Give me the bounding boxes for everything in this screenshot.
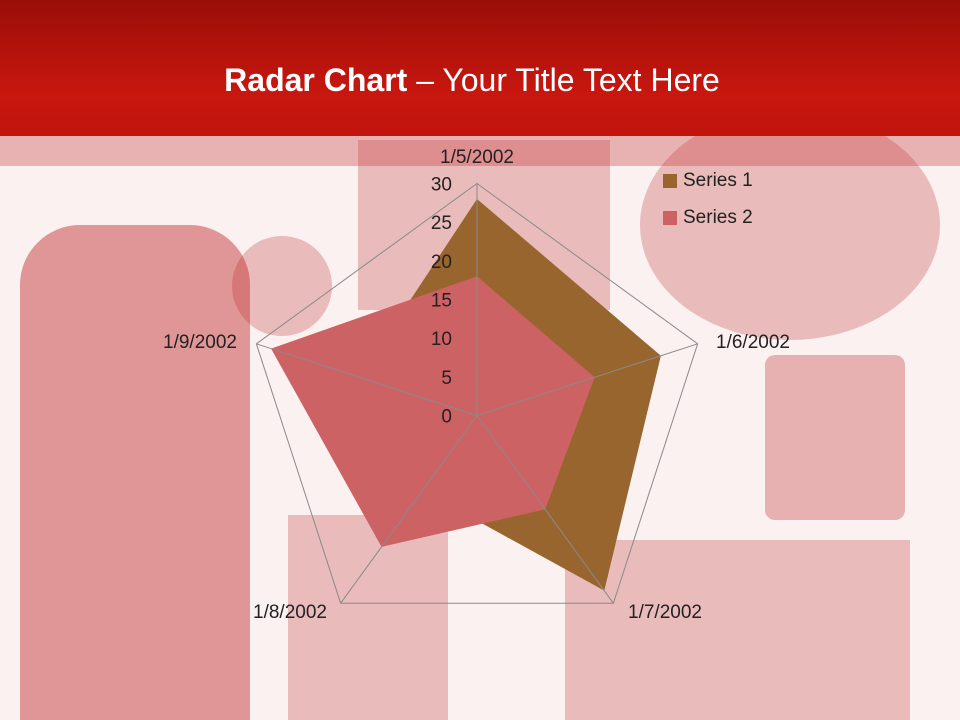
category-label: 1/9/2002 — [163, 332, 237, 353]
background-can-image — [765, 355, 905, 520]
legend-swatch — [663, 173, 677, 188]
spoke — [476, 415, 614, 604]
spoke — [340, 415, 478, 604]
tick-label: 5 — [441, 368, 452, 389]
spoke — [476, 343, 698, 416]
legend-label: Series 2 — [683, 206, 753, 228]
category-label: 1/6/2002 — [716, 332, 790, 353]
tick-label: 15 — [431, 291, 452, 312]
grid-ring — [255, 182, 699, 604]
legend-label: Series 1 — [683, 169, 753, 191]
tick-label: 10 — [431, 329, 452, 350]
background-bucket-image — [565, 540, 910, 720]
legend-item-series-1: Series 1 — [663, 162, 753, 199]
tick-label: 25 — [431, 213, 452, 234]
background-jar-image — [232, 236, 332, 336]
category-label: 1/8/2002 — [253, 602, 327, 623]
legend-item-series-2: Series 2 — [663, 199, 753, 236]
tick-label: 20 — [431, 252, 452, 273]
legend: Series 1 Series 2 — [663, 162, 753, 236]
title-bold: Radar Chart — [224, 62, 408, 98]
slide-title: Radar Chart – Your Title Text Here — [0, 62, 944, 99]
title-bar — [0, 0, 960, 136]
background-box-image — [288, 515, 448, 720]
title-band — [0, 136, 960, 166]
series-2-area — [271, 276, 595, 547]
title-rest: – Your Title Text Here — [407, 62, 720, 98]
category-label: 1/7/2002 — [628, 602, 702, 623]
tick-label: 30 — [431, 175, 452, 196]
background-bottle-image — [20, 225, 250, 720]
legend-swatch — [663, 210, 677, 225]
category-label: 1/5/2002 — [440, 147, 514, 168]
tick-label: 0 — [441, 407, 452, 428]
spoke — [256, 343, 478, 416]
background-tomato-image — [640, 110, 940, 340]
